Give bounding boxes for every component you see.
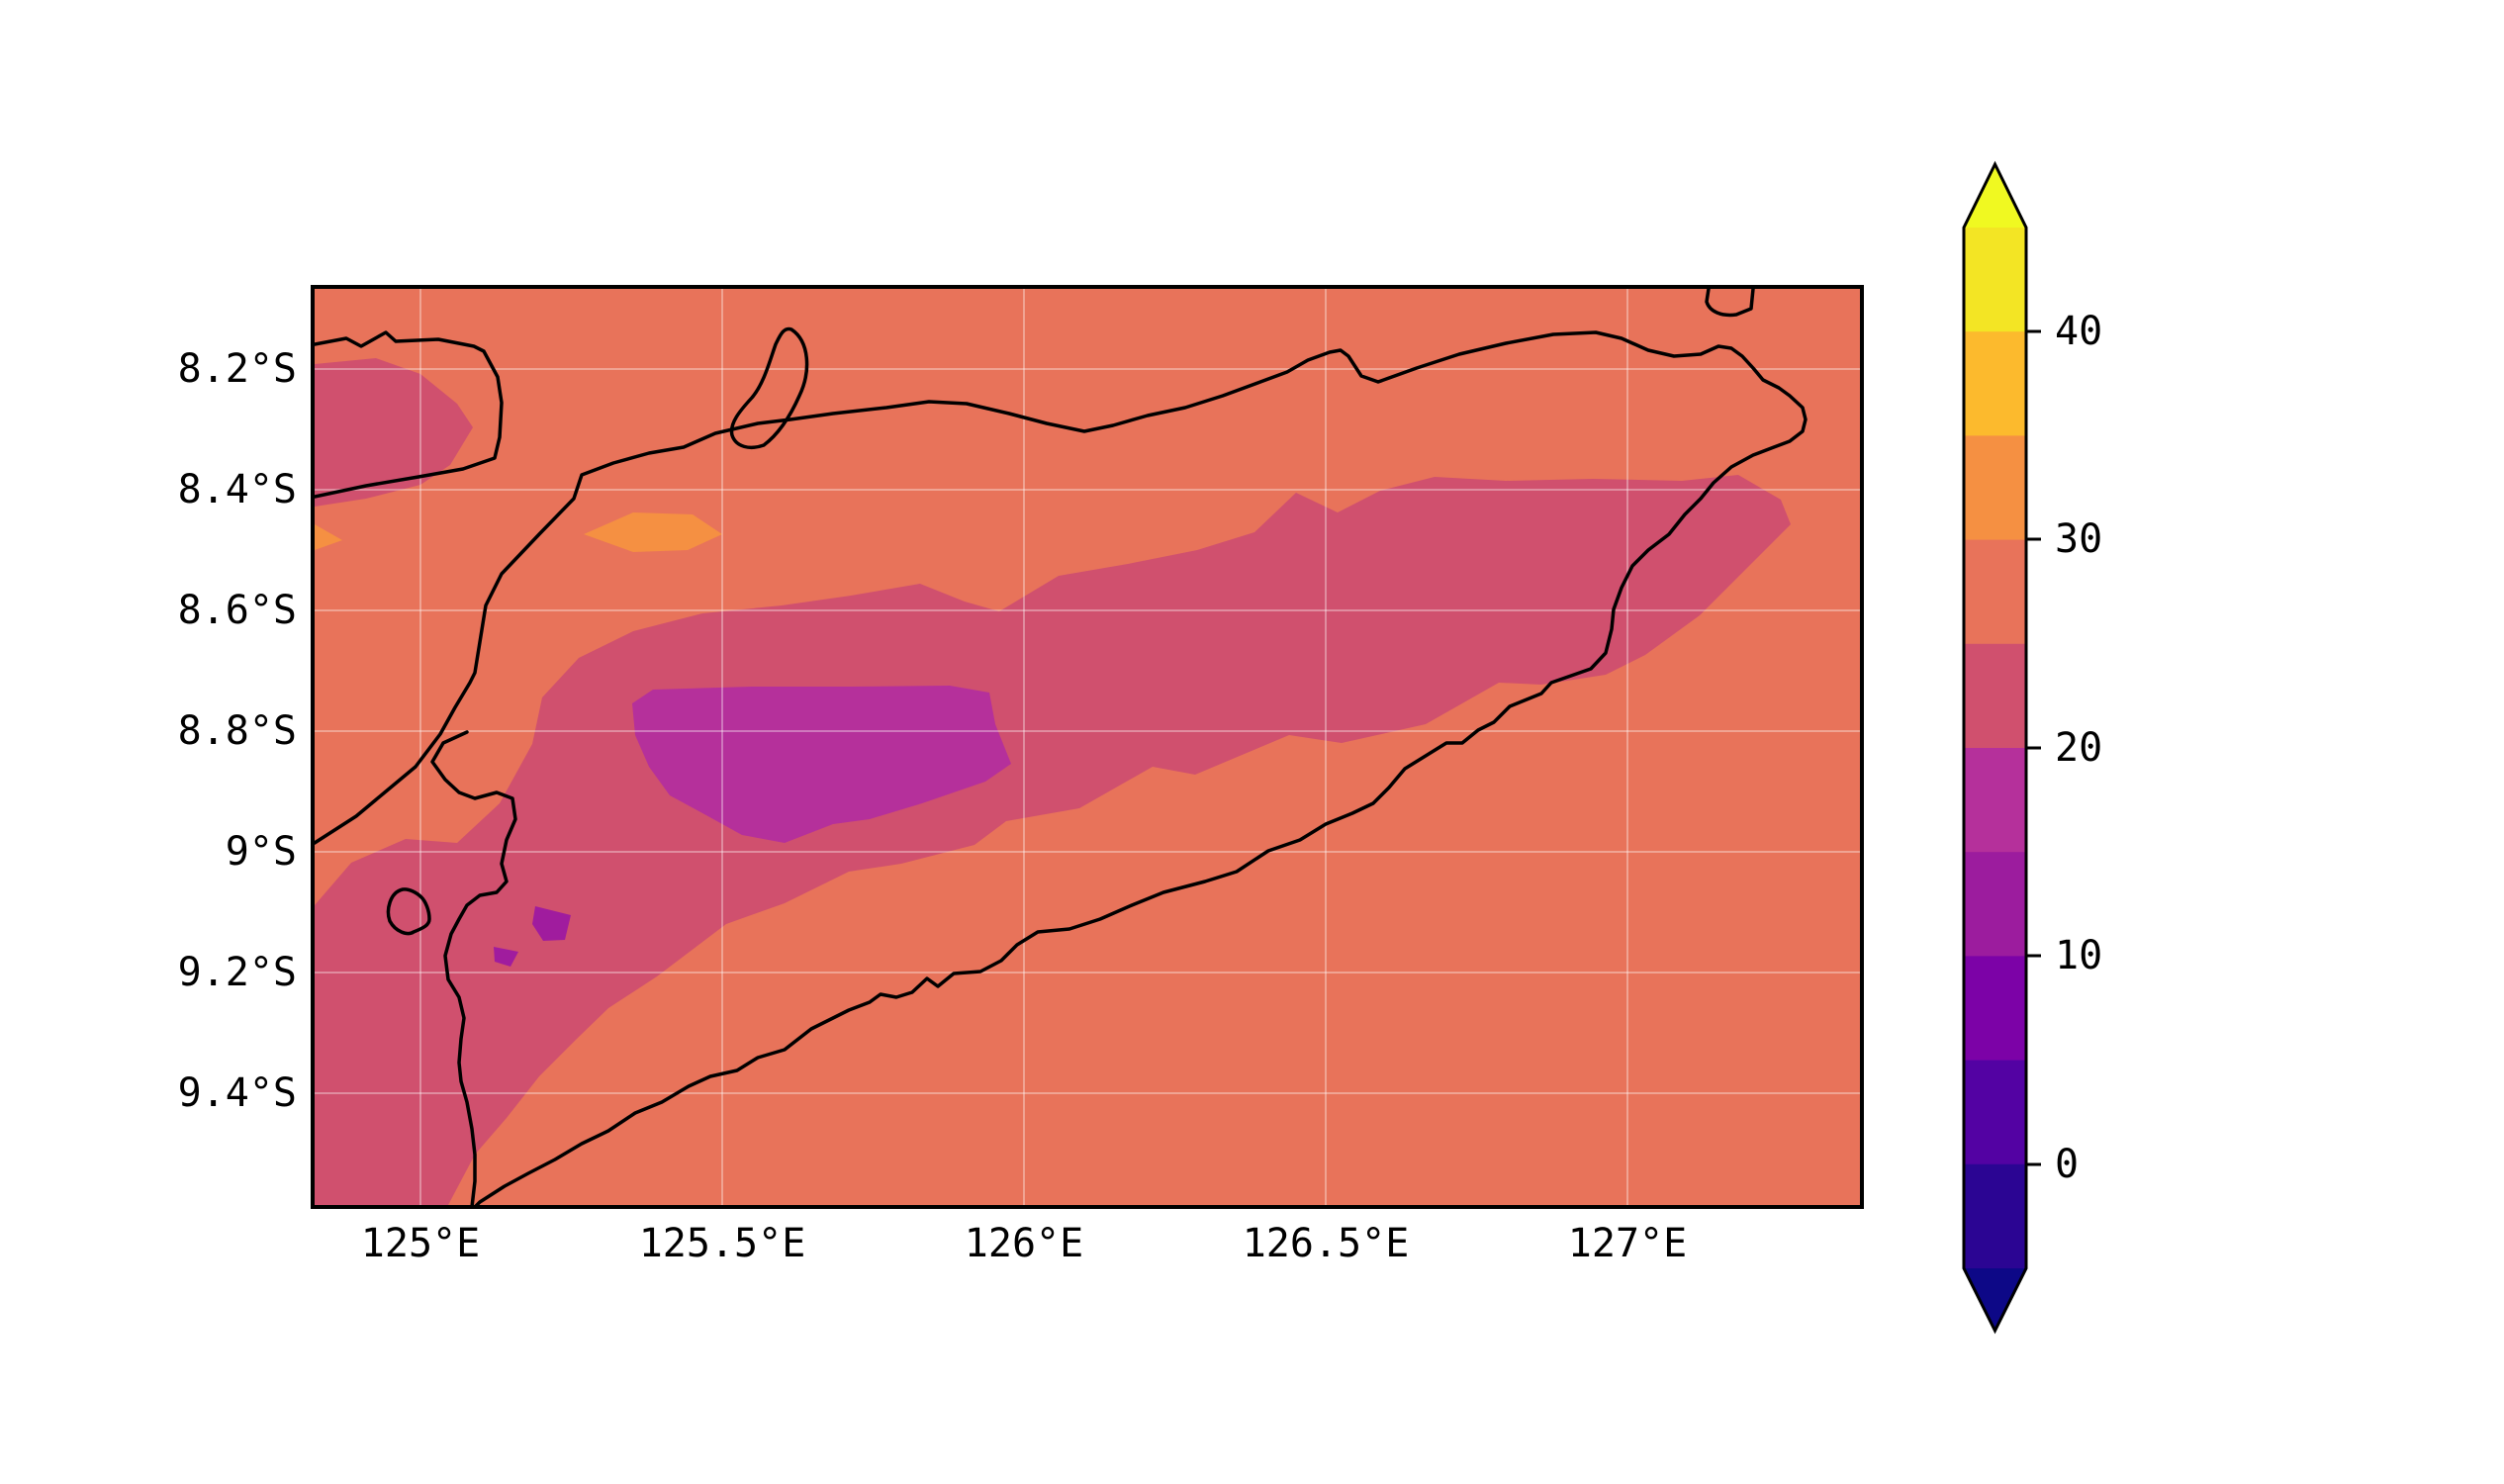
- region-peak-10-15-b: [494, 947, 518, 967]
- graticule-gridlines: [315, 289, 1860, 1205]
- coastline-alor: [315, 330, 504, 499]
- colorbar-label-40: 40: [2055, 309, 2103, 354]
- colorbar-band-25-30: [1964, 539, 2026, 645]
- region-peak-10-15-a: [532, 906, 571, 941]
- y-tick-8.2S: 8.2°S: [177, 346, 297, 392]
- colorbar-band-0-5: [1964, 1060, 2026, 1165]
- colorbar-label-10: 10: [2055, 933, 2103, 978]
- colorbar-label-30: 30: [2055, 516, 2103, 562]
- region-highlands-15-20: [632, 686, 1011, 843]
- colorbar-band-40-45: [1964, 228, 2026, 332]
- colorbar-band-5-10: [1964, 956, 2026, 1061]
- region-alor-20-25: [315, 358, 473, 507]
- y-tick-8.4S: 8.4°S: [177, 467, 297, 512]
- coastlines: [315, 289, 1808, 1205]
- colorbar-extend-over: [1964, 164, 2026, 228]
- region-interior-20-25: [315, 475, 1791, 1205]
- colorbar-band-m5-0: [1964, 1163, 2026, 1268]
- colorbar-outline: [1962, 160, 2028, 1335]
- y-tick-9.2S: 9.2°S: [177, 950, 297, 995]
- y-tick-9.4S: 9.4°S: [177, 1070, 297, 1116]
- y-tick-8.8S: 8.8°S: [177, 708, 297, 754]
- colorbar-extend-under: [1964, 1268, 2026, 1331]
- x-tick-125E: 125°E: [360, 1221, 481, 1266]
- colorbar: [1962, 160, 2041, 1335]
- coastline-kisar: [1705, 289, 1755, 318]
- x-tick-125.5E: 125.5°E: [638, 1221, 806, 1266]
- plot-border: [311, 285, 1864, 1209]
- coastline-inlet-loop: [386, 887, 431, 936]
- region-warm-30-35-west-wedge: [315, 524, 342, 550]
- x-tick-126E: 126°E: [964, 1221, 1084, 1266]
- colorbar-band-15-20: [1964, 748, 2026, 853]
- coastline-atauro: [729, 326, 809, 449]
- y-tick-8.6S: 8.6°S: [177, 588, 297, 633]
- coastline-timor-main: [315, 330, 1808, 1205]
- region-warm-30-35-diamond: [584, 512, 722, 552]
- x-tick-126.5E: 126.5°E: [1242, 1221, 1410, 1266]
- colorbar-band-20-25: [1964, 643, 2026, 749]
- coastline-southwest-squiggle: [430, 730, 517, 1205]
- colorbar-ticks: [2026, 329, 2041, 1166]
- x-tick-127E: 127°E: [1567, 1221, 1688, 1266]
- colorbar-label-20: 20: [2055, 725, 2103, 771]
- colorbar-band-10-15: [1964, 852, 2026, 957]
- colorbar-band-30-35: [1964, 435, 2026, 540]
- colorbar-band-35-40: [1964, 331, 2026, 436]
- y-tick-9S: 9°S: [225, 829, 297, 875]
- colorbar-label-0: 0: [2055, 1142, 2080, 1187]
- map-plot-area: [315, 289, 1860, 1205]
